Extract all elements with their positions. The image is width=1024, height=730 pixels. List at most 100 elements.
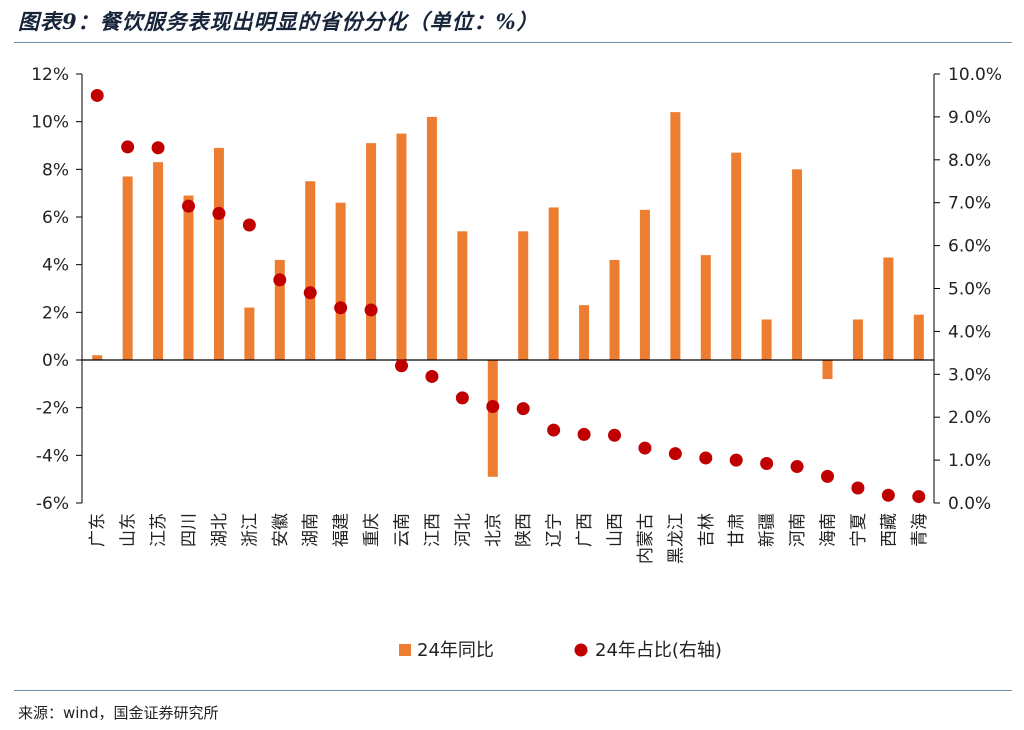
dot-宁夏 (851, 481, 865, 495)
category-label: 广西 (575, 513, 595, 547)
bar-湖南 (305, 181, 316, 360)
left-tick-label: -4% (36, 446, 69, 466)
left-tick-label: -2% (36, 399, 69, 419)
footer-rule (14, 690, 1012, 691)
category-label: 北京 (484, 513, 504, 547)
dot-陕西 (516, 402, 530, 416)
dot-福建 (334, 301, 348, 315)
bar-江西 (426, 116, 437, 361)
left-tick-label: 4% (42, 256, 69, 276)
left-tick-label: 12% (31, 65, 69, 85)
bar-广西 (579, 305, 590, 360)
legend-label-bar: 24年同比 (417, 640, 494, 661)
dot-河南 (790, 460, 804, 474)
bar-西藏 (883, 257, 894, 360)
dot-黑龙江 (668, 447, 682, 461)
category-label: 青海 (910, 513, 930, 547)
title-rule (14, 42, 1012, 43)
bar-青海 (913, 314, 924, 360)
bar-浙江 (244, 307, 255, 360)
right-tick-label: 5.0% (948, 280, 991, 300)
category-label: 西藏 (879, 513, 899, 547)
left-tick-label: 6% (42, 208, 69, 228)
dot-河北 (455, 391, 469, 405)
dot-青海 (912, 490, 926, 504)
category-label: 云南 (393, 513, 413, 547)
bar-云南 (396, 133, 407, 360)
bar-江苏 (153, 162, 164, 360)
dot-广西 (577, 427, 591, 441)
dot-山东 (121, 140, 135, 154)
bar-宁夏 (852, 319, 863, 360)
category-label: 甘肃 (727, 513, 747, 547)
legend-label-dot: 24年占比(右轴) (595, 640, 722, 661)
right-tick-label: 6.0% (948, 237, 991, 257)
dot-吉林 (699, 451, 713, 465)
left-tick-label: 10% (31, 113, 69, 133)
left-tick-label: -6% (36, 494, 69, 514)
right-tick-label: 0.0% (948, 494, 991, 514)
category-label: 江西 (423, 513, 443, 547)
right-tick-label: 4.0% (948, 322, 991, 342)
bar-海南 (822, 360, 833, 380)
category-label: 江苏 (149, 513, 169, 547)
dot-安徽 (273, 273, 287, 287)
right-tick-label: 9.0% (948, 108, 991, 128)
dot-西藏 (881, 488, 895, 502)
category-label: 山西 (606, 513, 626, 547)
bar-安徽 (274, 259, 285, 360)
dot-series (90, 88, 926, 504)
dot-湖北 (212, 206, 226, 220)
dot-辽宁 (547, 423, 561, 437)
category-label: 安徽 (271, 513, 291, 547)
category-label: 吉林 (697, 513, 717, 547)
category-label: 新疆 (758, 513, 778, 547)
bar-甘肃 (731, 152, 742, 360)
right-tick-label: 3.0% (948, 365, 991, 385)
dot-北京 (486, 399, 500, 413)
bar-新疆 (761, 319, 772, 360)
dot-甘肃 (729, 453, 743, 467)
category-label: 湖南 (301, 513, 321, 547)
left-tick-label: 0% (42, 351, 69, 371)
legend: 24年同比 24年占比(右轴) (399, 640, 722, 661)
category-label: 海南 (819, 513, 839, 547)
category-label: 浙江 (240, 513, 260, 547)
bar-福建 (335, 202, 346, 360)
dot-湖南 (303, 286, 317, 300)
bar-山东 (122, 176, 133, 360)
category-label: 宁夏 (849, 513, 869, 547)
left-axis: -6% -4% -2% 0% 2% 4% 6% 8% 10% 12% (31, 65, 83, 514)
bar-黑龙江 (670, 112, 681, 360)
bar-四川 (183, 195, 194, 360)
chart-canvas: -6% -4% -2% 0% 2% 4% 6% 8% 10% 12% 0.0% 1.0% 2.0% 3.… (31, 65, 1002, 661)
right-axis: 0.0% 1.0% 2.0% 3.0% 4.0% 5.0% 6.0% 7.0% 8.0% 9.0%… (933, 65, 1002, 514)
dot-山西 (608, 428, 621, 442)
dot-浙江 (242, 218, 256, 232)
category-label: 福建 (332, 513, 352, 547)
bar-湖北 (213, 147, 224, 360)
category-label: 山东 (119, 513, 139, 547)
bar-内蒙古 (639, 209, 650, 360)
bar-河南 (792, 169, 803, 360)
bar-吉林 (700, 255, 711, 360)
dot-内蒙古 (638, 441, 652, 455)
dot-江西 (425, 369, 439, 383)
right-tick-label: 10.0% (948, 65, 1002, 85)
dot-云南 (395, 359, 408, 373)
category-label: 湖北 (210, 513, 230, 547)
category-label: 河南 (788, 513, 808, 547)
bar-陕西 (518, 231, 529, 360)
category-axis: 广东 山东 江苏 四川 湖北 浙江 安徽 湖南 福建 重庆 云南 江西 河北 北京 陕西 辽宁 广西 山西 内蒙古黑… (88, 513, 930, 564)
category-label: 内蒙古 (636, 513, 656, 564)
category-label: 陕西 (514, 513, 534, 547)
bar-重庆 (366, 143, 377, 360)
legend-swatch-dot (574, 643, 588, 657)
category-label: 辽宁 (545, 513, 565, 547)
bar-辽宁 (548, 207, 559, 360)
bar-series (92, 112, 924, 477)
category-label: 重庆 (362, 513, 382, 547)
dot-新疆 (760, 457, 774, 471)
category-label: 四川 (180, 513, 200, 547)
bar-广东 (92, 355, 103, 360)
